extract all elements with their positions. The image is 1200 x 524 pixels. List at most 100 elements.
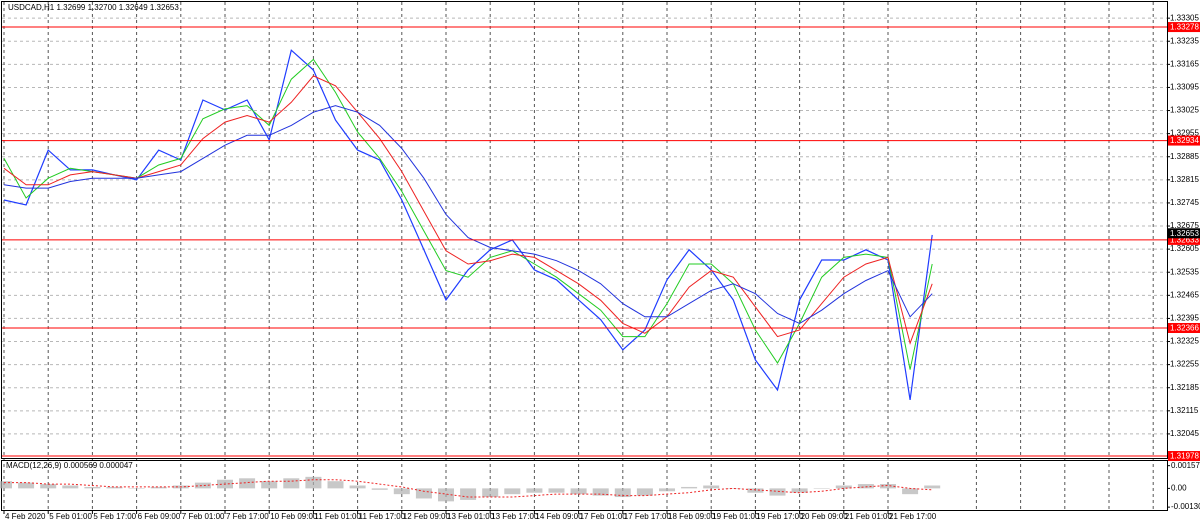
macd-bar [636, 488, 653, 496]
macd-bar [857, 484, 874, 489]
macd-y-tick-label: -0.001301 [1171, 502, 1200, 511]
macd-bar [902, 488, 919, 495]
level-label-box [1168, 322, 1200, 333]
x-tick-label: 21 Feb 17:00 [889, 512, 937, 521]
macd-bar [725, 488, 742, 489]
x-tick-label: 7 Feb 17:00 [226, 512, 269, 521]
macd-bar [128, 488, 145, 489]
x-tick-label: 13 Feb 17:00 [491, 512, 539, 521]
y-tick-label: 1.32255 [1170, 360, 1199, 369]
plot: USDCAD [3, 49, 933, 400]
macd-bar [703, 485, 720, 489]
macd-y-tick-label: 0.00 [1171, 483, 1187, 492]
macd-bar [482, 488, 499, 498]
macd-bar [305, 476, 322, 489]
y-tick-label: 1.33305 [1170, 13, 1199, 22]
y-tick-label: 1.33095 [1170, 83, 1199, 92]
macd-bar [371, 488, 388, 490]
x-tick-label: 10 Feb 09:00 [270, 512, 318, 521]
last-price-label: 1.32653 [1170, 229, 1199, 238]
x-tick-label: 7 Feb 01:00 [182, 512, 225, 521]
macd-title: MACD(12,26,9) 0.000569 0.000047 [6, 461, 133, 470]
macd-bar [327, 481, 344, 489]
macd-bar [813, 488, 830, 489]
x-tick-label: 14 Feb 09:00 [535, 512, 583, 521]
y-tick-label: 1.32605 [1170, 244, 1199, 253]
macd-bar [349, 485, 366, 489]
y-tick-label: 1.32185 [1170, 383, 1199, 392]
macd-y-tick-label: 0.001576 [1171, 461, 1200, 470]
level-label-box [1168, 234, 1200, 245]
y-tick-label: 1.33025 [1170, 106, 1199, 115]
y-tick-label: 1.33165 [1170, 59, 1199, 68]
y-tick-label: 1.33235 [1170, 36, 1199, 45]
macd-bar [835, 485, 852, 489]
macd-bar [18, 482, 35, 489]
x-tick-label: 17 Feb 17:00 [624, 512, 672, 521]
macd-bar [283, 478, 300, 489]
y-tick-label: 1.32115 [1170, 406, 1199, 415]
macd-bar [150, 486, 167, 489]
level-label: 1.32633 [1170, 235, 1199, 244]
level-label: 1.32366 [1170, 324, 1199, 333]
macd-bar [924, 485, 941, 489]
level-label: 1.32934 [1170, 136, 1199, 145]
level-label-box [1168, 451, 1200, 462]
y-tick-label: 1.32745 [1170, 198, 1199, 207]
price-line [3, 58, 933, 370]
macd-bar [84, 486, 101, 489]
y-tick-label: 1.32885 [1170, 152, 1199, 161]
macd-bar [747, 488, 764, 493]
macd-bar [526, 488, 543, 493]
chart-title: USDCAD,H1 1.32699 1.32700 1.32649 1.3265… [8, 3, 179, 12]
level-label: 1.31978 [1170, 452, 1199, 461]
price-line [3, 75, 933, 345]
x-tick-label: 6 Feb 09:00 [138, 512, 181, 521]
macd-bar [415, 488, 432, 499]
x-tick-label: 11 Feb 01:00 [314, 512, 361, 521]
price-line [3, 105, 933, 324]
y-tick-label: 1.32675 [1170, 221, 1199, 230]
macd-bar [438, 488, 454, 502]
macd-bar [393, 488, 410, 495]
macd-bar [261, 481, 278, 489]
x-tick-label: 19 Feb 01:00 [712, 512, 760, 521]
macd-bar [880, 484, 896, 489]
x-tick-label: 13 Feb 01:00 [447, 512, 495, 521]
macd-bar [62, 485, 79, 489]
x-tick-label: 17 Feb 01:00 [580, 512, 628, 521]
macd-bar [194, 482, 211, 489]
y-tick-label: 1.32465 [1170, 290, 1199, 299]
y-tick-label: 1.32045 [1170, 429, 1199, 438]
y-tick-label: 1.32535 [1170, 267, 1199, 276]
level-label: 1.33278 [1170, 23, 1199, 32]
macd-bar [791, 488, 808, 493]
x-tick-label: 5 Feb 17:00 [93, 512, 136, 521]
y-tick-label: 1.32815 [1170, 175, 1199, 184]
y-tick-label: 1.32395 [1170, 314, 1199, 323]
macd-bar [548, 488, 565, 493]
macd-bar [106, 486, 123, 489]
last-price-box [1168, 228, 1200, 239]
level-label-box [1168, 135, 1200, 146]
x-tick-label: 20 Feb 09:00 [801, 512, 849, 521]
macd-bar [40, 484, 57, 489]
y-tick-label: 1.32955 [1170, 129, 1199, 138]
x-tick-label: 21 Feb 01:00 [845, 512, 893, 521]
macd-bar [659, 488, 675, 492]
price-line: USDCAD [3, 49, 933, 400]
x-tick-label: 11 Feb 17:00 [359, 512, 406, 521]
macd-bar [0, 481, 12, 489]
x-tick-label: 19 Feb 17:00 [756, 512, 804, 521]
macd-bar [504, 488, 521, 495]
macd-bar [769, 488, 786, 496]
macd-signal [4, 479, 933, 498]
macd-bar [460, 488, 477, 500]
x-tick-label: 18 Feb 09:00 [668, 512, 716, 521]
y-tick-label: 1.32325 [1170, 337, 1199, 346]
x-tick-label: 4 Feb 2020 [5, 512, 46, 521]
x-tick-label: 5 Feb 01:00 [49, 512, 92, 521]
macd-bar [681, 486, 698, 489]
